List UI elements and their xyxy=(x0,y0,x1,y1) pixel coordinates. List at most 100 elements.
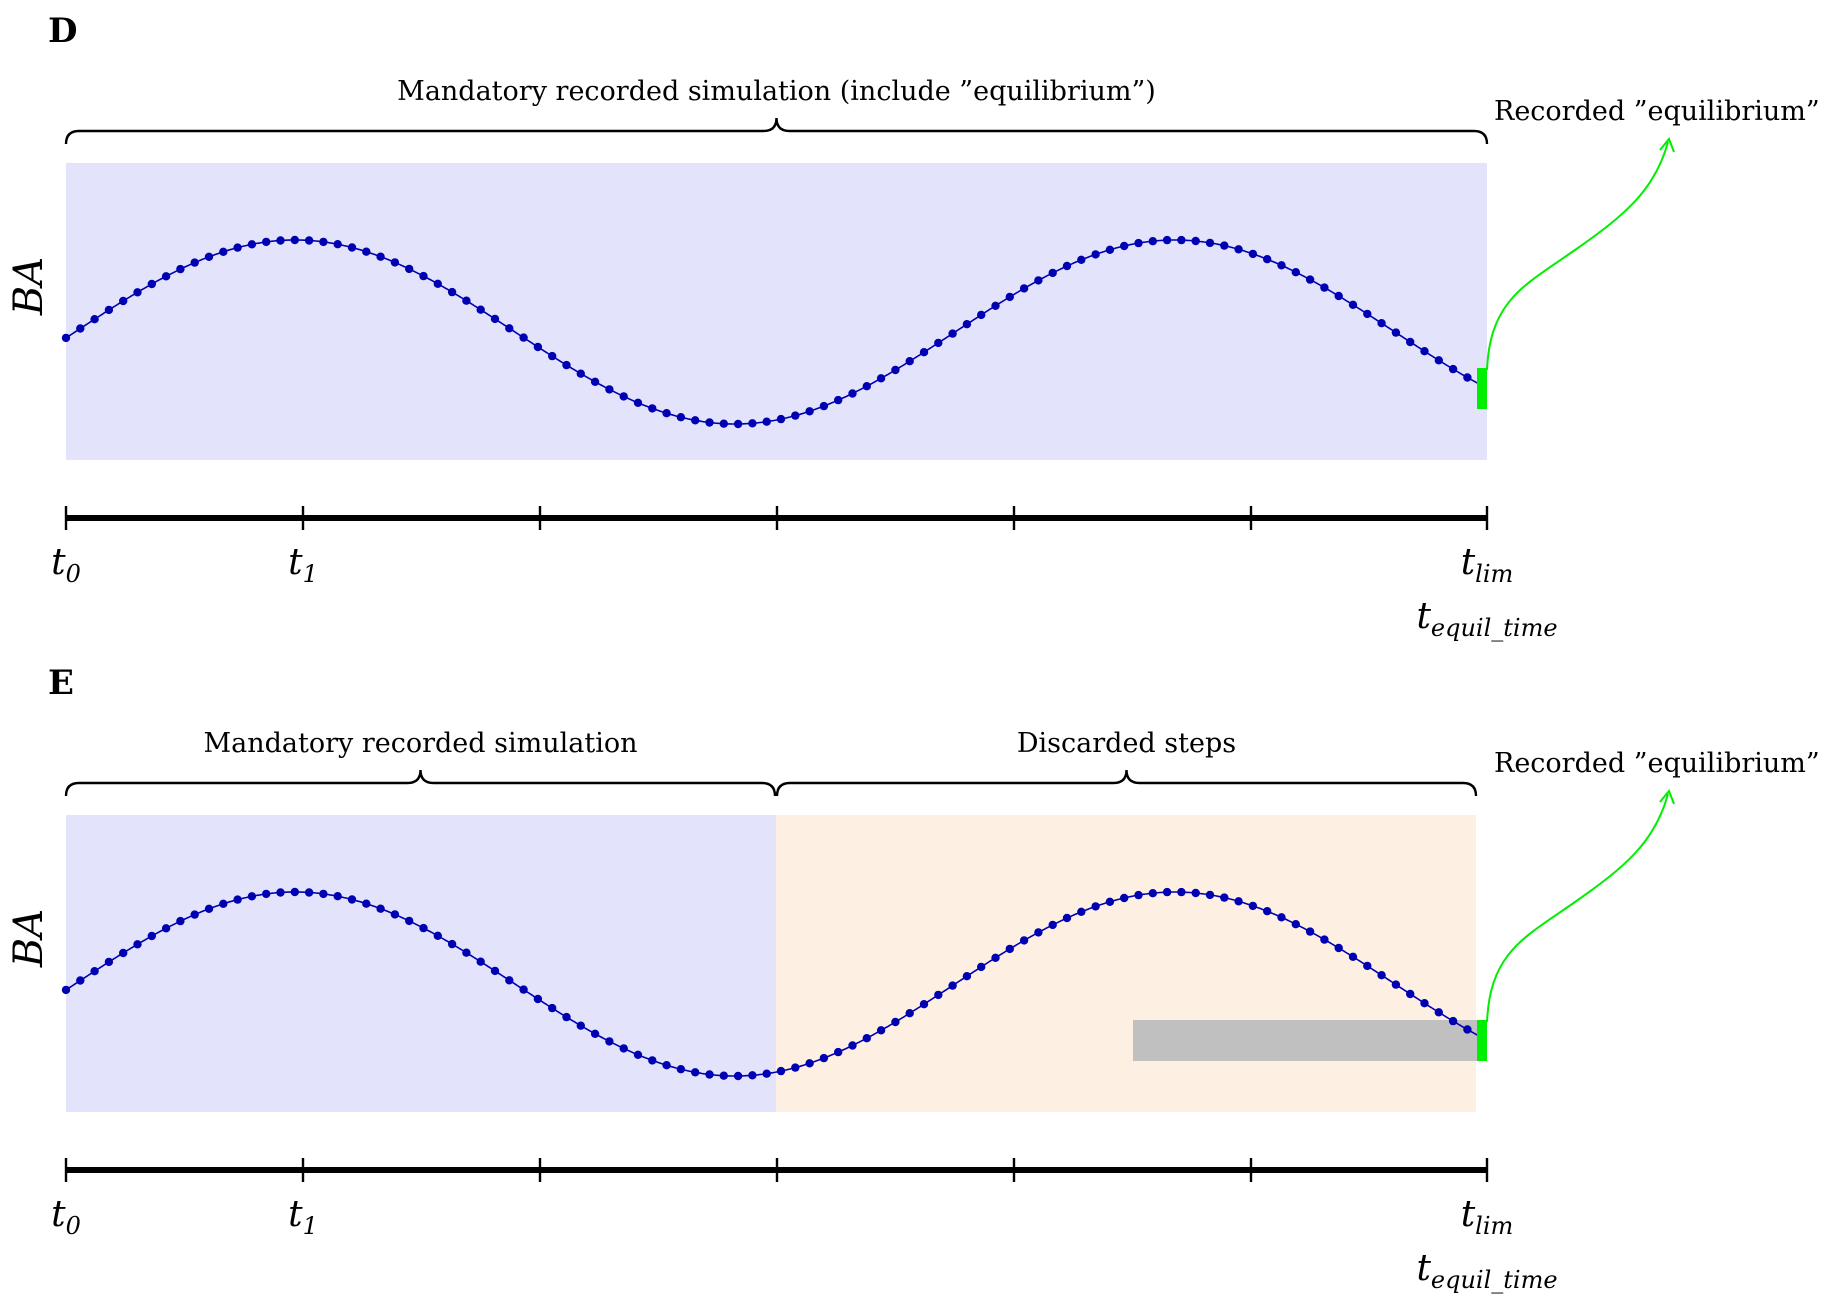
ba-point xyxy=(876,1026,886,1035)
ba-point xyxy=(1148,889,1158,898)
ba-point xyxy=(90,967,99,976)
tick-label-main: t xyxy=(288,1194,303,1235)
ba-point xyxy=(204,252,214,261)
ba-point xyxy=(776,414,786,424)
discarded-window-bar xyxy=(1133,1020,1483,1061)
ba-point xyxy=(319,237,328,247)
ba-point xyxy=(433,931,442,940)
ba-point xyxy=(1406,337,1415,347)
equilibrium-marker xyxy=(1477,368,1487,409)
tick-label: tlim xyxy=(1461,542,1514,588)
ba-point xyxy=(805,407,814,416)
ba-point xyxy=(233,243,242,252)
tick-label-main: t xyxy=(1416,596,1431,637)
ba-point xyxy=(1291,920,1301,929)
ba-point xyxy=(1391,980,1401,989)
ba-point xyxy=(76,324,85,333)
tick-label: t1 xyxy=(288,1194,318,1240)
ba-point xyxy=(176,264,185,274)
ba-point xyxy=(948,329,957,338)
ba-point xyxy=(476,305,485,314)
ba-point xyxy=(276,236,285,245)
ba-curve-line xyxy=(65,239,1481,425)
ba-point xyxy=(147,279,156,289)
ba-point xyxy=(977,310,986,320)
ba-point xyxy=(1348,300,1358,309)
ba-point xyxy=(548,1003,557,1013)
ba-point xyxy=(934,990,943,1000)
ba-point xyxy=(1220,893,1229,902)
ba-point xyxy=(862,382,871,391)
ba-point xyxy=(161,924,171,933)
ba-point xyxy=(1277,913,1286,922)
ba-point xyxy=(505,324,514,333)
ba-point xyxy=(319,889,328,899)
ba-point xyxy=(876,374,886,383)
ba-point xyxy=(1162,887,1172,897)
tick-label-main: t xyxy=(288,542,303,583)
ba-point xyxy=(676,413,686,422)
ba-point xyxy=(1034,276,1043,285)
ba-point xyxy=(605,385,614,394)
ba-point xyxy=(934,338,943,348)
ba-point xyxy=(304,236,314,245)
ba-point xyxy=(733,419,743,429)
ba-point xyxy=(819,401,829,411)
ba-point xyxy=(762,1069,771,1078)
ba-point xyxy=(390,910,400,919)
ba-point xyxy=(1448,364,1458,374)
ba-point xyxy=(304,888,314,897)
ba-point xyxy=(219,247,228,256)
tick-label-main: t xyxy=(1461,542,1476,583)
panel-letter: E xyxy=(48,663,74,703)
ba-point xyxy=(648,404,657,413)
ba-point xyxy=(991,301,1000,310)
ba-point xyxy=(633,398,643,407)
ba-point xyxy=(161,272,171,281)
equilibrium-arrow-head xyxy=(1659,137,1675,153)
ba-point xyxy=(1077,907,1086,916)
ba-point xyxy=(733,1071,743,1081)
tick-label-main: t xyxy=(51,542,66,583)
ba-point xyxy=(447,939,457,949)
ba-point xyxy=(834,1047,843,1057)
ba-point xyxy=(1120,241,1129,251)
ba-point xyxy=(548,351,557,361)
ba-point xyxy=(748,419,757,428)
ba-point xyxy=(462,296,471,305)
tick-label-sub: equil_time xyxy=(1431,1266,1558,1294)
ba-point xyxy=(1277,261,1286,270)
ba-point xyxy=(1148,237,1158,246)
ba-point xyxy=(1062,913,1072,923)
ba-point xyxy=(1120,893,1129,903)
ba-point xyxy=(1363,961,1372,971)
ba-point xyxy=(648,1056,657,1065)
tick-label-sub: 1 xyxy=(303,560,318,588)
ba-point xyxy=(891,1017,900,1027)
ba-point xyxy=(619,392,628,401)
panel-letter: D xyxy=(48,11,77,51)
ba-point xyxy=(262,237,271,247)
ba-point xyxy=(791,1063,800,1072)
ba-point xyxy=(147,931,156,941)
ba-point xyxy=(905,357,914,366)
ba-point xyxy=(662,409,671,418)
ba-point xyxy=(133,288,142,297)
ba-point xyxy=(1448,1016,1458,1026)
ba-point xyxy=(290,235,299,245)
ba-point xyxy=(719,1071,728,1080)
ba-point xyxy=(533,994,543,1004)
ba-point xyxy=(1034,928,1043,937)
panel-D: D Mandatory recorded simulation (include … xyxy=(6,11,1820,642)
ba-point xyxy=(1177,887,1186,897)
ba-point xyxy=(1348,952,1358,961)
equilibrium-arrow xyxy=(1486,141,1669,371)
ba-point xyxy=(1048,920,1057,930)
ba-point xyxy=(347,243,357,252)
ba-point xyxy=(977,962,986,972)
tick-label-sub: lim xyxy=(1475,1212,1513,1240)
ba-point xyxy=(490,314,500,324)
tick-label-main: t xyxy=(51,1194,66,1235)
ba-point xyxy=(362,899,371,908)
ba-curve-points xyxy=(61,887,1472,1081)
